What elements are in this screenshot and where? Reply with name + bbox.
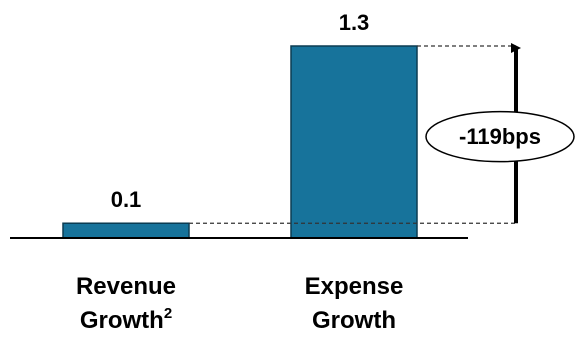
footnote-superscript: 2: [164, 305, 172, 322]
category-label-0-line2: Growth2: [80, 305, 172, 334]
category-label-0-line1: Revenue: [76, 273, 176, 300]
bar-1: [290, 45, 418, 239]
category-label-1-line1: Expense: [305, 273, 404, 300]
data-label-0: 0.1: [111, 187, 142, 212]
category-label-1-line2: Growth: [312, 307, 396, 334]
data-label-1: 1.3: [339, 10, 370, 35]
bars: [62, 45, 418, 239]
annotation-label: -119bps: [459, 124, 541, 149]
category-label-1-text: Growth: [312, 307, 396, 334]
annotation-ellipse: [425, 110, 575, 163]
category-label-0-text: Growth: [80, 307, 164, 334]
bar-0: [62, 222, 190, 239]
